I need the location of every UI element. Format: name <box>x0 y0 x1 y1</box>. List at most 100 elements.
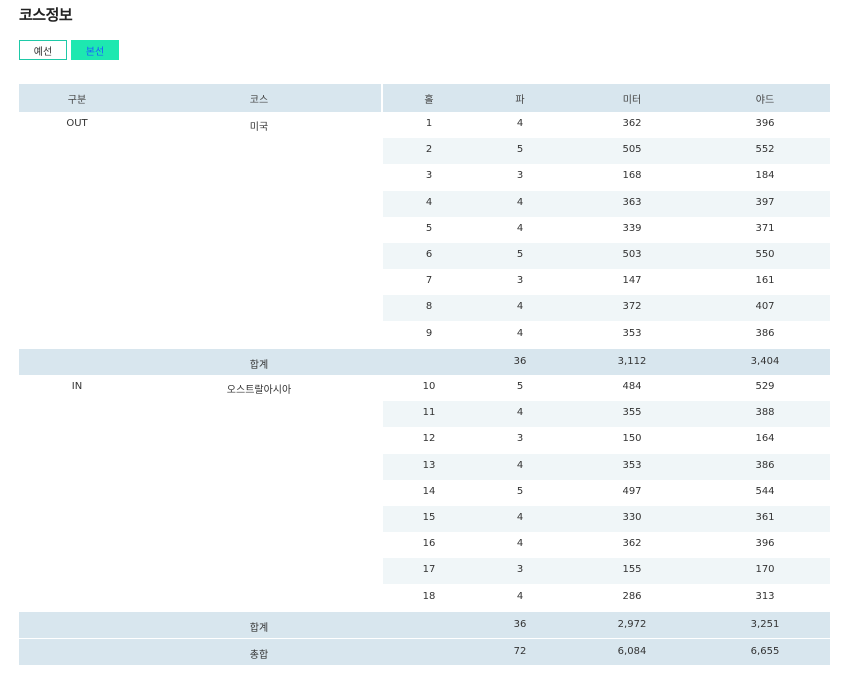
subtotal-par: 36 <box>513 618 527 630</box>
yard-value: 386 <box>755 327 775 339</box>
subtotal-yard: 3,251 <box>750 618 780 630</box>
total-meter: 6,084 <box>617 645 647 657</box>
yard-value: 161 <box>755 275 775 287</box>
par-value: 5 <box>516 381 524 392</box>
meter-value: 355 <box>622 407 642 419</box>
subtotal-row <box>19 348 830 375</box>
par-value: 4 <box>516 459 524 471</box>
meter-value: 362 <box>622 118 642 129</box>
yard-value: 361 <box>755 512 775 523</box>
yard-value: 544 <box>755 485 775 497</box>
total-row <box>19 638 830 665</box>
total-par: 72 <box>513 645 527 657</box>
meter-value: 147 <box>622 275 642 287</box>
yard-value: 388 <box>755 407 775 419</box>
subtotal-meter: 2,972 <box>617 618 647 630</box>
hole-number: 10 <box>422 381 436 392</box>
hole-number: 3 <box>425 170 433 182</box>
page-title: 코스정보 <box>19 6 73 24</box>
hole-number: 12 <box>422 433 436 445</box>
yard-value: 529 <box>755 381 775 392</box>
hole-number: 11 <box>422 407 436 419</box>
header-meter: 미터 <box>622 95 642 106</box>
header-course: 코스 <box>249 95 269 106</box>
yard-value: 386 <box>755 459 775 471</box>
par-value: 3 <box>516 170 524 182</box>
meter-value: 339 <box>622 222 642 234</box>
hole-number: 14 <box>422 485 436 497</box>
yard-value: 170 <box>755 564 775 576</box>
row-stripe <box>383 558 830 585</box>
par-value: 4 <box>516 327 524 339</box>
hole-number: 9 <box>425 327 433 339</box>
meter-value: 505 <box>622 144 642 156</box>
par-value: 3 <box>516 564 524 576</box>
row-stripe <box>383 506 830 532</box>
hole-number: 5 <box>425 222 433 234</box>
meter-value: 484 <box>622 381 642 392</box>
yard-value: 164 <box>755 433 775 445</box>
header-par: 파 <box>515 95 525 106</box>
meter-value: 372 <box>622 301 642 313</box>
meter-value: 353 <box>622 459 642 471</box>
course-name: 미국 <box>249 122 269 133</box>
subtotal-meter: 3,112 <box>617 355 647 367</box>
row-stripe <box>383 190 830 217</box>
hole-number: 17 <box>422 564 436 576</box>
tab-preliminary[interactable]: 예선 <box>19 40 67 60</box>
par-value: 4 <box>516 512 524 523</box>
tab-main-round[interactable]: 본선 <box>71 40 119 60</box>
yard-value: 396 <box>755 118 775 129</box>
hole-number: 6 <box>425 249 433 260</box>
subtotal-yard: 3,404 <box>750 355 780 367</box>
meter-value: 150 <box>622 433 642 445</box>
par-value: 5 <box>516 485 524 497</box>
hole-number: 16 <box>422 538 436 550</box>
hole-number: 18 <box>422 590 436 602</box>
meter-value: 168 <box>622 170 642 182</box>
row-stripe <box>383 295 830 322</box>
par-value: 5 <box>516 144 524 156</box>
hole-number: 7 <box>425 275 433 287</box>
row-stripe <box>383 453 830 480</box>
meter-value: 497 <box>622 485 642 497</box>
hole-number: 1 <box>425 118 433 129</box>
par-value: 4 <box>516 222 524 234</box>
par-value: 4 <box>516 407 524 419</box>
row-stripe <box>383 138 830 165</box>
meter-value: 353 <box>622 327 642 339</box>
par-value: 5 <box>516 249 524 260</box>
course-name: 오스트랄아시아 <box>226 385 292 396</box>
par-value: 4 <box>516 118 524 129</box>
meter-value: 286 <box>622 590 642 602</box>
total-yard: 6,655 <box>750 645 780 657</box>
yard-value: 371 <box>755 222 775 234</box>
table-header-left <box>19 84 381 112</box>
yard-value: 552 <box>755 144 775 156</box>
yard-value: 550 <box>755 249 775 260</box>
par-value: 4 <box>516 538 524 550</box>
total-label: 총합 <box>249 649 269 661</box>
hole-number: 8 <box>425 301 433 313</box>
hole-number: 13 <box>422 459 436 471</box>
yard-value: 397 <box>755 196 775 208</box>
yard-value: 184 <box>755 170 775 182</box>
division-label: IN <box>71 381 83 392</box>
header-yard: 야드 <box>755 95 775 106</box>
yard-value: 313 <box>755 590 775 602</box>
par-value: 3 <box>516 275 524 287</box>
row-stripe <box>383 243 830 269</box>
meter-value: 155 <box>622 564 642 576</box>
par-value: 4 <box>516 590 524 602</box>
hole-number: 4 <box>425 196 433 208</box>
hole-number: 15 <box>422 512 436 523</box>
subtotal-par: 36 <box>513 355 527 367</box>
meter-value: 330 <box>622 512 642 523</box>
par-value: 4 <box>516 196 524 208</box>
round-tabs: 예선 본선 <box>19 40 119 60</box>
subtotal-label: 합계 <box>249 622 269 634</box>
header-division: 구분 <box>67 95 87 106</box>
yard-value: 407 <box>755 301 775 313</box>
meter-value: 503 <box>622 249 642 260</box>
division-label: OUT <box>66 118 88 129</box>
